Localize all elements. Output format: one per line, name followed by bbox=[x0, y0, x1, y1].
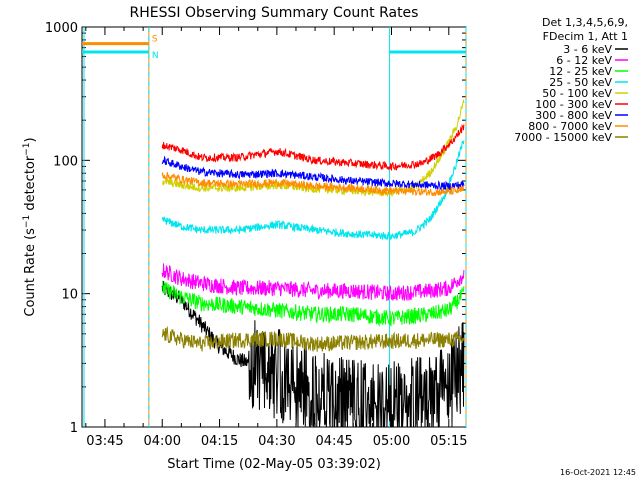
y-axis-label-sup2: −1 bbox=[22, 142, 32, 155]
series-line-6 bbox=[161, 155, 465, 192]
legend-label: 3 - 6 keV bbox=[563, 43, 612, 56]
series-line-1 bbox=[161, 263, 465, 302]
x-tick-label: 04:45 bbox=[315, 434, 352, 449]
y-tick-label: 10 bbox=[61, 288, 78, 303]
series-line-2 bbox=[162, 280, 465, 327]
legend-label: 7000 - 15000 keV bbox=[514, 131, 612, 144]
series-line-5 bbox=[161, 124, 465, 171]
y-axis-label: Count Rate (s−1 detector−1) bbox=[22, 137, 38, 316]
legend-label: 6 - 12 keV bbox=[556, 54, 612, 67]
series-lines bbox=[161, 99, 465, 427]
series-line-0 bbox=[161, 281, 465, 427]
legend-label: 800 - 7000 keV bbox=[528, 120, 612, 133]
marker-lines bbox=[83, 27, 467, 427]
y-axis-label-end: ) bbox=[23, 137, 38, 142]
legend-label: 25 - 50 keV bbox=[549, 76, 612, 89]
legend-header: FDecim 1, Att 1 bbox=[543, 30, 628, 43]
legend-label: 50 - 100 keV bbox=[542, 87, 612, 100]
x-tick-label: 04:30 bbox=[258, 434, 295, 449]
flag-bars: SN bbox=[82, 35, 466, 61]
legend-label: 100 - 300 keV bbox=[535, 98, 612, 111]
x-tick-label: 05:15 bbox=[430, 434, 467, 449]
y-tick-label: 1000 bbox=[45, 21, 78, 36]
footer-timestamp: 16-Oct-2021 12:45 bbox=[560, 468, 636, 477]
y-axis-label-mid: detector bbox=[23, 155, 38, 215]
n-flag-label: N bbox=[152, 51, 159, 61]
series-line-7 bbox=[161, 171, 465, 197]
y-tick-label: 1 bbox=[70, 421, 78, 436]
y-axis-label-main: Count Rate (s bbox=[23, 228, 38, 317]
x-axis-label: Start Time (02-May-05 03:39:02) bbox=[167, 457, 381, 472]
series-line-8 bbox=[161, 325, 465, 352]
series-line-3 bbox=[161, 140, 465, 241]
y-axis-label-sup1: −1 bbox=[22, 215, 32, 228]
legend-label: 12 - 25 keV bbox=[549, 65, 612, 78]
chart-title: RHESSI Observing Summary Count Rates bbox=[130, 5, 419, 21]
x-tick-label: 04:00 bbox=[144, 434, 181, 449]
s-flag-label: S bbox=[152, 35, 158, 45]
legend: Det 1,3,4,5,6,9,FDecim 1, Att 13 - 6 keV… bbox=[514, 16, 628, 144]
x-axis-ticks: 03:45 04:00 04:15 04:30 04:45 05:00 05:15 bbox=[85, 27, 468, 449]
x-tick-label: 05:00 bbox=[373, 434, 410, 449]
x-tick-label: 04:15 bbox=[201, 434, 238, 449]
legend-header: Det 1,3,4,5,6,9, bbox=[542, 16, 628, 29]
legend-label: 300 - 800 keV bbox=[535, 109, 612, 122]
x-tick-label: 03:45 bbox=[86, 434, 123, 449]
y-tick-label: 100 bbox=[53, 154, 78, 169]
